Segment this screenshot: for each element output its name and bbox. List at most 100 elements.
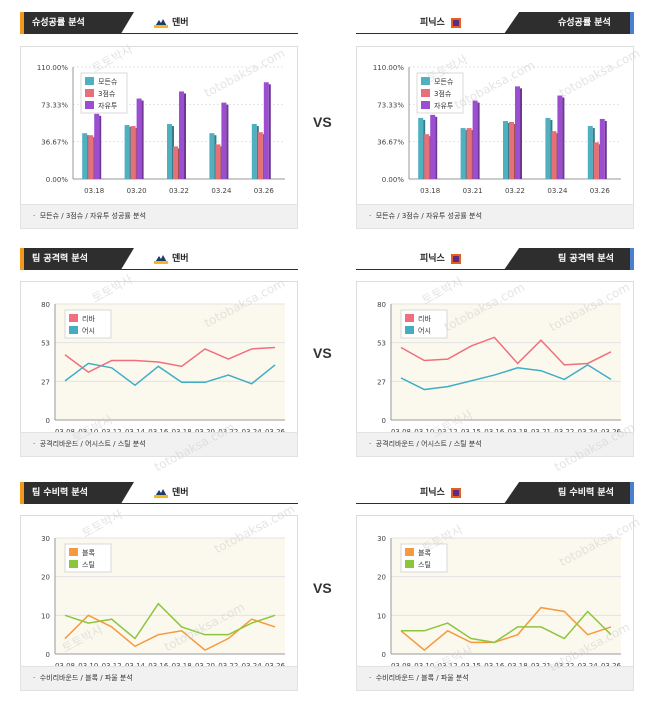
- bar-shadow: [604, 120, 607, 179]
- legend-label: 3점슈: [434, 90, 452, 98]
- bar-shadow: [562, 97, 565, 179]
- legend-swatch: [85, 89, 94, 97]
- x-tick-label: 03.21: [463, 187, 483, 195]
- y-tick-label: 80: [377, 301, 386, 309]
- team-label: 피닉스: [420, 18, 445, 28]
- y-tick-label: 0: [46, 417, 50, 425]
- legend-swatch: [421, 101, 430, 109]
- legend-swatch: [69, 314, 78, 322]
- header-accent: [630, 12, 634, 34]
- x-tick-label: 03.24: [547, 187, 568, 195]
- shot-pct-panel-denver: 슈성공률 분석 덴버 0.00% 36.67% 73.33% 110.00% 03.18…: [20, 12, 298, 229]
- chart-caption: · 수비리바운드 / 블록 / 파울 분석: [20, 666, 298, 691]
- denver-logo-icon: [154, 255, 168, 264]
- y-tick-label: 0: [46, 651, 50, 659]
- y-tick-label: 80: [41, 301, 50, 309]
- legend-label: 어시: [82, 326, 95, 335]
- legend-label: 3점슈: [98, 90, 116, 98]
- y-tick-label: 110.00%: [373, 64, 404, 72]
- panel-title: 슈성공률 분석: [24, 12, 134, 34]
- team-label: 피닉스: [420, 254, 445, 264]
- legend-label: 리바: [418, 314, 431, 323]
- legend-label: 자유투: [98, 101, 118, 110]
- x-tick-label: 03.24: [211, 187, 232, 195]
- offense-panel-denver: 팀 공격력 분석 덴버 027538003.0803.1003.1203.140…: [20, 248, 298, 458]
- panel-title: 팀 공격력 분석: [504, 248, 630, 270]
- bar: [515, 86, 520, 179]
- panel-header: 팀 공격력 분석 덴버: [20, 248, 298, 270]
- legend-label: 모든슈: [434, 78, 454, 86]
- legend-label: 모든슈: [98, 78, 118, 86]
- y-tick-label: 73.33%: [41, 101, 68, 109]
- x-tick-label: 03.18: [84, 187, 104, 195]
- legend-swatch: [405, 560, 414, 568]
- panel-header: 팀 수비력 분석 덴버: [20, 482, 298, 504]
- bar: [472, 100, 478, 179]
- chart-caption: · 모든슈 / 3점슈 / 자유투 성공률 분석: [20, 204, 298, 229]
- offense-chart-phoenix: 027538003.0803.1003.1203.1503.1603.1803.…: [377, 301, 621, 436]
- defense-panel-phoenix: 피닉스 팀 수비력 분석 010203003.0803.1003.1203.15…: [356, 482, 634, 694]
- panel-header: 피닉스 슈성공률 분석: [356, 12, 634, 34]
- bar: [545, 117, 551, 179]
- legend-label: 스틸: [418, 561, 431, 569]
- caption-text: 수비리바운드 / 블록 / 파울 분석: [39, 674, 133, 682]
- bar-shadow: [268, 84, 271, 179]
- y-tick-label: 110.00%: [37, 64, 68, 72]
- panel-title: 팀 공격력 분석: [24, 248, 134, 270]
- shot-pct-chart-denver: 0.00% 36.67% 73.33% 110.00% 03.18 03.20 03.22 0…: [37, 64, 285, 195]
- bar: [593, 142, 599, 179]
- chart-caption: · 공격리바운드 / 어시스트 / 스틸 분석: [356, 432, 634, 457]
- bar: [209, 133, 215, 179]
- bar-shadow: [141, 100, 144, 179]
- y-tick-label: 0.00%: [46, 176, 69, 184]
- caption-text: 공격리바운드 / 어시스트 / 스틸 분석: [375, 440, 482, 448]
- x-tick-label: 03.20: [127, 187, 147, 195]
- legend-label: 어시: [418, 326, 431, 335]
- bar-shadow: [477, 102, 480, 179]
- panel-title: 팀 수비력 분석: [24, 482, 134, 504]
- header-accent: [630, 248, 634, 270]
- bar-shadow: [592, 128, 595, 179]
- y-tick-label: 0: [382, 651, 386, 659]
- bar: [173, 146, 178, 179]
- team-label: 덴버: [172, 18, 189, 28]
- bar: [418, 117, 424, 179]
- series-line: [400, 336, 612, 366]
- chart-caption: · 수비리바운드 / 블록 / 파울 분석: [356, 666, 634, 691]
- vs-label: VS: [313, 345, 332, 361]
- y-tick-label: 36.67%: [377, 139, 404, 147]
- legend-swatch: [69, 560, 78, 568]
- header-accent: [20, 248, 24, 270]
- bar: [257, 132, 263, 179]
- vs-label: VS: [313, 580, 332, 596]
- panel-title: 슈성공률 분석: [504, 12, 630, 34]
- phoenix-logo-icon: [450, 488, 461, 498]
- x-tick-label: 03.26: [590, 187, 611, 195]
- y-tick-label: 20: [41, 574, 50, 582]
- y-tick-label: 10: [377, 612, 386, 620]
- bar: [460, 128, 466, 179]
- bar: [215, 144, 221, 179]
- team-name: 덴버: [154, 16, 189, 30]
- header-accent: [20, 12, 24, 34]
- header-accent: [20, 482, 24, 504]
- y-tick-label: 53: [41, 340, 50, 348]
- legend-label: 블록: [418, 548, 431, 557]
- shot-pct-chart-phoenix: 0.00% 36.67% 73.33% 110.00% 03.18 03.21 03.22 0…: [373, 64, 621, 195]
- bar: [424, 134, 430, 179]
- legend-label: 자유투: [434, 101, 454, 110]
- bar: [587, 126, 593, 179]
- team-name: 피닉스: [420, 16, 463, 30]
- bar-shadow: [598, 144, 601, 179]
- phoenix-logo-icon: [450, 254, 461, 264]
- defense-chart-phoenix: 010203003.0803.1003.1203.1503.1603.1803.…: [377, 535, 621, 670]
- y-tick-label: 20: [377, 574, 386, 582]
- shot-pct-panel-phoenix: 피닉스 슈성공률 분석 0.00% 36.67% 73.33% 110.00% 03.1…: [356, 12, 634, 229]
- bar-shadow: [262, 134, 265, 179]
- bar: [599, 118, 605, 179]
- panel-title: 팀 수비력 분석: [504, 482, 630, 504]
- bar: [167, 124, 172, 179]
- y-tick-label: 10: [41, 612, 50, 620]
- header-rule: [356, 33, 516, 34]
- y-tick-label: 53: [377, 340, 386, 348]
